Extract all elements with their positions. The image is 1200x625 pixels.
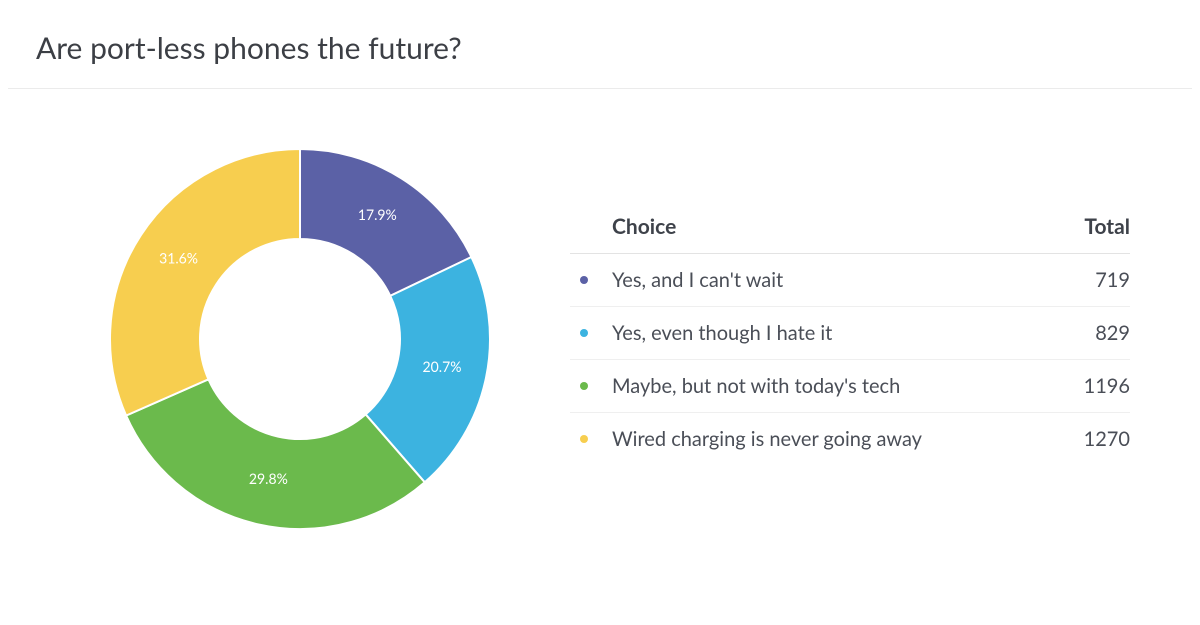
choice-label: Wired charging is never going away: [612, 427, 1050, 451]
table-row: Wired charging is never going away1270: [570, 413, 1130, 465]
table-row: Yes, even though I hate it829: [570, 307, 1130, 360]
table-body: Yes, and I can't wait719Yes, even though…: [570, 254, 1130, 465]
choice-label: Yes, and I can't wait: [612, 268, 1050, 292]
donut-chart: 17.9% 20.7% 29.8% 31.6%: [80, 119, 520, 559]
legend-bullet-0: [580, 276, 588, 284]
donut-chart-container: 17.9% 20.7% 29.8% 31.6%: [40, 119, 560, 559]
donut-slice-label-2: 29.8%: [249, 470, 288, 487]
table-header: Choice Total: [570, 214, 1130, 254]
poll-title: Are port-less phones the future?: [0, 0, 1200, 88]
header-total: Total: [1084, 214, 1130, 239]
donut-slice-3: [110, 149, 300, 416]
header-choice: Choice: [612, 214, 676, 239]
choice-total: 829: [1050, 321, 1130, 345]
donut-slice-label-1: 20.7%: [423, 358, 462, 375]
table-row: Maybe, but not with today's tech1196: [570, 360, 1130, 413]
choice-total: 719: [1050, 268, 1130, 292]
legend-bullet-2: [580, 382, 588, 390]
choice-total: 1196: [1050, 374, 1130, 398]
legend-bullet-3: [580, 435, 588, 443]
legend-bullet-1: [580, 329, 588, 337]
choice-total: 1270: [1050, 427, 1130, 451]
donut-slice-label-3: 31.6%: [159, 249, 198, 266]
poll-card: Are port-less phones the future? 17.9% 20…: [0, 0, 1200, 625]
table-row: Yes, and I can't wait719: [570, 254, 1130, 307]
donut-slice-label-0: 17.9%: [358, 206, 397, 223]
choice-label: Yes, even though I hate it: [612, 321, 1050, 345]
results-table: Choice Total Yes, and I can't wait719Yes…: [560, 214, 1160, 465]
choice-label: Maybe, but not with today's tech: [612, 374, 1050, 398]
content-row: 17.9% 20.7% 29.8% 31.6% Choice Total Yes, a…: [0, 89, 1200, 559]
